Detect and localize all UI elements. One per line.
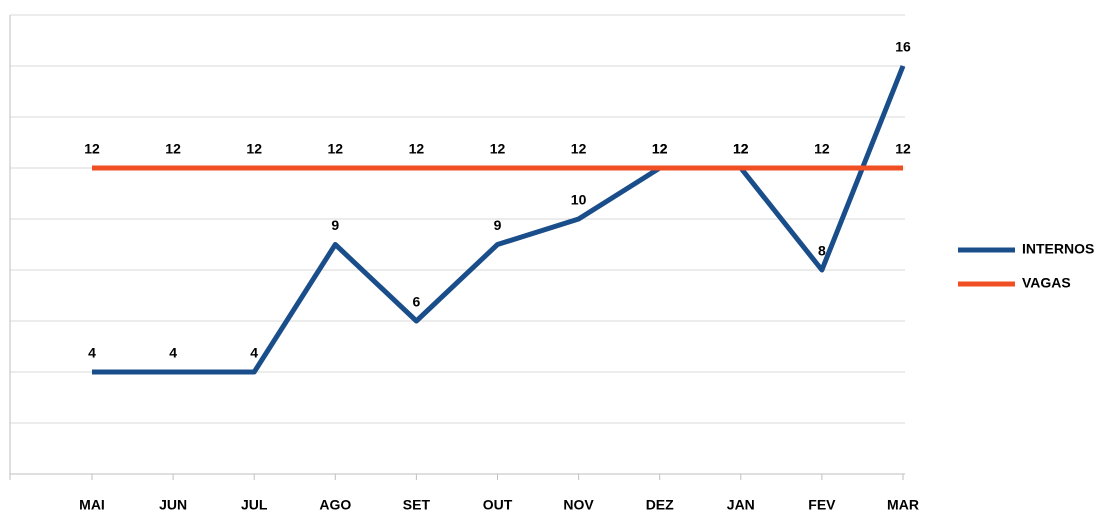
data-label: 12 — [490, 141, 506, 157]
data-label: 9 — [494, 217, 502, 233]
series-line — [92, 65, 906, 375]
x-tick-label: JAN — [727, 497, 755, 513]
x-tick-label: OUT — [483, 497, 513, 513]
data-label: 6 — [413, 294, 421, 310]
x-tick-label: MAI — [79, 497, 105, 513]
data-label: 12 — [246, 141, 262, 157]
data-label: 12 — [895, 141, 911, 157]
x-tick-label: AGO — [319, 497, 351, 513]
x-tick-label: MAR — [887, 497, 919, 513]
data-label: 4 — [169, 345, 177, 361]
data-label: 12 — [84, 141, 100, 157]
x-tick-label: DEZ — [646, 497, 674, 513]
data-label: 12 — [328, 141, 344, 157]
data-label: 12 — [733, 141, 749, 157]
data-label: 12 — [652, 141, 668, 157]
data-label: 12 — [571, 141, 587, 157]
data-label: 16 — [895, 39, 911, 55]
data-label: 9 — [331, 217, 339, 233]
x-tick-label: FEV — [808, 497, 836, 513]
data-label: 10 — [571, 192, 587, 208]
data-label: 12 — [165, 141, 181, 157]
data-label: 8 — [818, 243, 826, 259]
data-label: 12 — [814, 141, 830, 157]
x-tick-label: NOV — [563, 497, 594, 513]
data-label: 4 — [250, 345, 258, 361]
x-tick-label: SET — [403, 497, 431, 513]
legend-label: INTERNOS — [1022, 241, 1094, 257]
x-tick-label: JUN — [159, 497, 187, 513]
data-label: 4 — [88, 345, 96, 361]
x-tick-label: JUL — [241, 497, 268, 513]
data-label: 12 — [733, 141, 749, 157]
data-label: 12 — [409, 141, 425, 157]
legend-label: VAGAS — [1022, 275, 1071, 291]
data-label: 12 — [652, 141, 668, 157]
